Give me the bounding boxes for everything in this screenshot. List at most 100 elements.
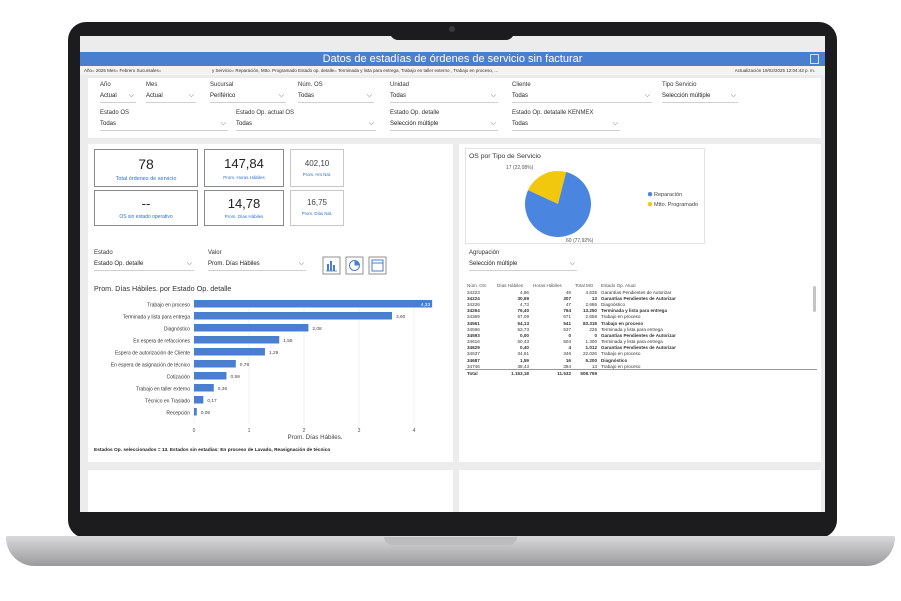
bar-value-label: 0,05 [201,410,211,416]
slicer-value[interactable]: Todas ⌵ [512,120,620,131]
table-row[interactable]: 34616 50,43 504 1.300 Terminada y lista para… [465,339,817,345]
slicer-label: Estado Op. detalle [390,110,440,116]
chevron-down-icon[interactable]: ⌵ [186,260,192,267]
chevron-down-icon[interactable]: ⌵ [220,120,226,127]
laptop-base-notch [384,537,517,545]
agrupacion-value[interactable]: Selección múltiple ⌵ [469,260,577,271]
table-cell-mo: 226 [589,326,597,332]
pie-data-label: 17 (22,08%) [506,165,534,171]
col-header[interactable]: Total MO [575,283,594,288]
calendar-icon[interactable] [810,54,819,64]
slicer-value[interactable]: Todas ⌵ [298,92,374,103]
table-cell-estado: Terminada y lista para entrega [601,339,663,345]
slicer-value[interactable]: Selección múltiple ⌵ [662,92,738,103]
chevron-down-icon[interactable]: ⌵ [612,120,618,127]
col-header[interactable]: Horas Hábiles [533,283,562,288]
table-row[interactable]: 34561 54,13 541 83.318 Trabajo en proceso [465,320,817,326]
table-row[interactable]: 34224 30,69 307 13 Garantías Pendientes de A… [465,295,817,301]
table-scrollbar[interactable] [813,286,816,312]
valor-value[interactable]: Prom. Días Hábiles ⌵ [208,260,306,271]
slicer-value[interactable]: Todas ⌵ [390,92,498,103]
bar-chart-svg: Prom. Días Hábiles. por Estado Op. detal… [94,284,433,453]
card-dias-habiles: 14,78 Prom. Días Hábiles [204,190,284,226]
slicer-value[interactable]: Periférico ⌵ [210,92,286,103]
chevron-down-icon[interactable]: ⌵ [569,260,575,267]
table-row[interactable]: 34264 76,40 764 13.250 Terminada y lista par… [465,308,817,314]
slicer-tipo-servicio[interactable]: Tipo Servicio Selección múltiple ⌵ [662,82,738,103]
estado-value[interactable]: Estado Op. detalle ⌵ [94,260,194,271]
slicer-estado-op-actual[interactable]: Estado Op. actual OS Todas ⌵ [236,110,376,131]
agrupacion-selector[interactable]: Agrupación Selección múltiple ⌵ [469,250,577,271]
bar-value-label: 2,08 [312,326,322,332]
bar [194,300,433,308]
slicer-sucursal[interactable]: Sucursal Periférico ⌵ [210,82,286,103]
pie-chart-svg: OS por Tipo de Servicio 17 (22,08%) 60 (77… [469,153,698,244]
bar [194,336,280,344]
slicer-num-os[interactable]: Núm. OS Todas ⌵ [298,82,374,103]
slicer-value[interactable]: Todas ⌵ [236,120,376,131]
valor-selector[interactable]: Valor Prom. Días Hábiles ⌵ [208,250,306,271]
chevron-down-icon[interactable]: ⌵ [644,92,650,99]
table-row[interactable]: 34629 0,40 4 1.012 Garantías Pendientes de A… [465,345,817,351]
slicer-value[interactable]: Selección múltiple ⌵ [390,120,498,131]
card-dias-nat: 16,75 Prom. Días Nat. [290,190,344,226]
bar-chart-footer: Estados Op. seleccionados = 13. Estados … [94,447,330,453]
table-view-icon[interactable] [368,256,387,275]
slicer-cliente[interactable]: Cliente Todas ⌵ [512,82,652,103]
table-row[interactable]: 34593 0,00 0 0 Garantías Pendientes de Autor… [465,332,817,338]
slicer-value[interactable]: Actual ⌵ [146,92,196,103]
table-row[interactable]: 34746 38,43 384 13 Trabajo en proceso [465,363,817,370]
chevron-down-icon[interactable]: ⌵ [368,120,374,127]
bar-value-label: 0,59 [230,374,240,380]
slicer-estado-op-detalle[interactable]: Estado Op. detalle Selección múltiple ⌵ [390,110,498,131]
chevron-down-icon[interactable]: ⌵ [730,92,736,99]
slicer-value[interactable]: Todas ⌵ [100,120,228,131]
pie-data-label: 60 (77,92%) [566,238,594,244]
chevron-down-icon[interactable]: ⌵ [490,120,496,127]
chevron-down-icon[interactable]: ⌵ [128,92,134,99]
table-cell-estado: Trabajo en proceso [601,320,644,326]
view-toggle-group [322,256,387,275]
table-cell-mo: 22.026 [582,351,597,357]
bar-chart-view-icon[interactable] [322,256,341,275]
table-cell-dias: 0,40 [520,345,529,351]
slicer-value[interactable]: Actual ⌵ [100,92,136,103]
table-cell-os: 34687 [467,357,480,363]
slicer-ano[interactable]: Año Actual ⌵ [100,82,136,103]
chevron-down-icon[interactable]: ⌵ [366,92,372,99]
table-row[interactable]: 34226 4,73 47 2.686 Diagnóstico [465,301,817,307]
chevron-down-icon[interactable]: ⌵ [490,92,496,99]
table-cell-estado: Trabajo en proceso [601,351,641,357]
chevron-down-icon[interactable]: ⌵ [188,92,194,99]
table-cell-horas: 384 [563,363,571,369]
total-cell-label: Total [465,369,495,377]
chevron-down-icon[interactable]: ⌵ [278,92,284,99]
slicer-estado-os[interactable]: Estado OS Todas ⌵ [100,110,228,131]
total-cell-empty [599,369,817,377]
table-cell-dias: 34,61 [517,351,530,357]
filter-summary-left: Año= 2025 Mes= Febrero Sucursales= [84,68,162,73]
os-table: Núm. OS Días Hábiles Horas Hábiles Total… [465,282,817,377]
estado-selector[interactable]: Estado Estado Op. detalle ⌵ [94,250,194,271]
col-header[interactable]: Núm. OS [467,283,486,288]
table-row[interactable]: 34687 1,59 16 5.200 Diagnóstico [465,357,817,363]
pie-chart-view-icon[interactable] [345,256,364,275]
col-header[interactable]: Estado Op. Atual [601,283,636,288]
col-header[interactable]: Días Hábiles [497,283,524,288]
chevron-down-icon[interactable]: ⌵ [298,260,304,267]
slicer-estado-kenmex[interactable]: Estado Op. detatalle KENMEX Todas ⌵ [512,110,620,131]
table-cell-estado: Diagnóstico [601,357,628,363]
slicer-panel: Año Actual ⌵ Mes Actual ⌵ Sucursal Perifér… [88,78,821,138]
table-cell-mo: 2.686 [585,301,598,307]
slicer-value[interactable]: Todas ⌵ [512,92,652,103]
table-row[interactable]: 34223 4,86 49 4.635 Garantías Pendientes de … [465,289,817,295]
slicer-mes[interactable]: Mes Actual ⌵ [146,82,196,103]
table-row[interactable]: 34369 67,09 671 2.658 Trabajo en proceso [465,314,817,320]
category-label: En espera de refacciones [133,339,190,345]
category-label: Trabajo en taller externo [136,387,190,393]
table-row[interactable]: 34637 34,61 346 22.026 Trabajo en proceso [465,351,817,357]
table-cell-dias: 53,73 [517,326,530,332]
table-row[interactable]: 34566 53,73 537 226 Terminada y lista para e… [465,326,817,332]
slicer-unidad[interactable]: Unidad Todas ⌵ [390,82,498,103]
table-cell-estado: Garantías Pendientes de Autorizar [601,345,676,351]
